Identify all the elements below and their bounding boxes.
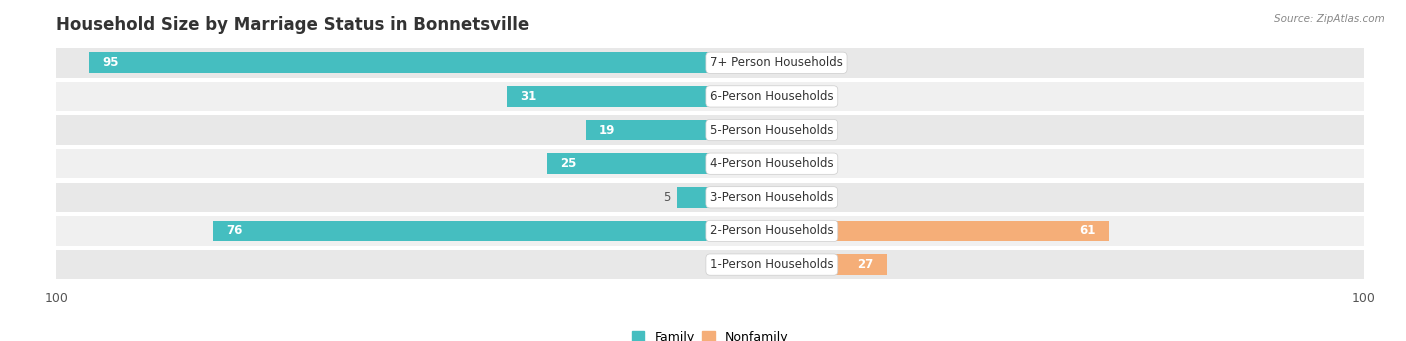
Bar — [547, 153, 710, 174]
Bar — [710, 53, 762, 73]
Legend: Family, Nonfamily: Family, Nonfamily — [627, 326, 793, 341]
Bar — [710, 221, 1109, 241]
Text: 19: 19 — [599, 123, 616, 136]
Bar — [56, 182, 1364, 212]
Text: 0: 0 — [769, 90, 776, 103]
Bar — [89, 53, 710, 73]
Bar — [586, 120, 710, 140]
Bar — [710, 120, 762, 140]
Bar — [710, 254, 887, 275]
Bar — [56, 149, 1364, 178]
Text: 61: 61 — [1080, 224, 1095, 237]
Bar — [56, 250, 1364, 279]
Text: 0: 0 — [769, 123, 776, 136]
Text: 0: 0 — [769, 191, 776, 204]
Bar — [56, 48, 1364, 78]
Text: 5: 5 — [664, 191, 671, 204]
Text: 25: 25 — [560, 157, 576, 170]
Text: 6-Person Households: 6-Person Households — [710, 90, 834, 103]
Text: 0: 0 — [769, 56, 776, 69]
Text: 31: 31 — [520, 90, 537, 103]
Text: Household Size by Marriage Status in Bonnetsville: Household Size by Marriage Status in Bon… — [56, 16, 530, 34]
Bar — [710, 187, 762, 208]
Bar — [710, 221, 762, 241]
Text: 7+ Person Households: 7+ Person Households — [710, 56, 844, 69]
Bar — [56, 115, 1364, 145]
Text: 4-Person Households: 4-Person Households — [710, 157, 834, 170]
Text: 3-Person Households: 3-Person Households — [710, 191, 834, 204]
Text: 76: 76 — [226, 224, 243, 237]
Text: 5-Person Households: 5-Person Households — [710, 123, 834, 136]
Bar — [678, 187, 710, 208]
Text: 0: 0 — [769, 157, 776, 170]
Bar — [508, 86, 710, 107]
Text: 27: 27 — [858, 258, 873, 271]
Text: 2-Person Households: 2-Person Households — [710, 224, 834, 237]
Text: Source: ZipAtlas.com: Source: ZipAtlas.com — [1274, 14, 1385, 24]
Text: 95: 95 — [103, 56, 118, 69]
Bar — [710, 153, 762, 174]
Bar — [214, 221, 710, 241]
Text: 1-Person Households: 1-Person Households — [710, 258, 834, 271]
Bar — [710, 254, 762, 275]
Bar — [56, 216, 1364, 246]
Bar — [710, 86, 762, 107]
Bar — [56, 81, 1364, 111]
